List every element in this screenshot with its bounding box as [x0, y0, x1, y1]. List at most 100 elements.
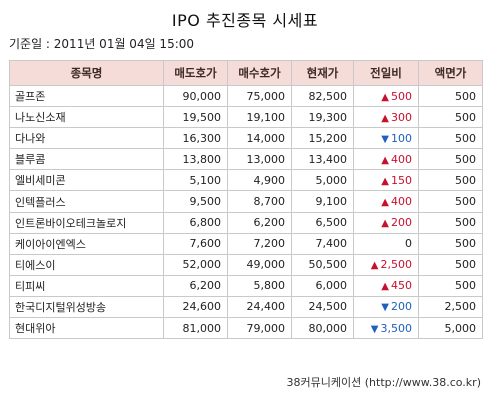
cell-bid-price: 75,000	[227, 84, 292, 108]
cell-current-price: 15,200	[291, 127, 354, 150]
down-triangle-icon: ▼	[370, 323, 379, 335]
page-title: IPO 추진종목 시세표	[171, 11, 319, 30]
change-value: 450	[391, 279, 412, 293]
cell-par-value: 5,000	[418, 317, 483, 340]
cell-par-value: 500	[418, 274, 483, 297]
cell-ask-price: 6,800	[163, 211, 228, 234]
up-triangle-icon: ▲	[381, 154, 389, 166]
cell-current-price: 5,000	[291, 169, 354, 192]
cell-ask-price: 90,000	[163, 84, 228, 108]
cell-stock-name: 티피씨	[9, 274, 164, 297]
cell-bid-price: 24,400	[227, 295, 292, 319]
cell-par-value: 500	[418, 106, 483, 129]
ipo-quote-table: 종목명 매도호가 매수호가 현재가 전일비 액면가 골프존 90,000 75,00…	[9, 60, 483, 340]
cell-change: ▲ 150	[353, 169, 419, 192]
table-row: 엘비세미콘 5,100 4,900 5,000 ▲ 150 500	[9, 169, 483, 192]
change-value: 400	[391, 195, 412, 209]
cell-par-value: 500	[418, 190, 483, 213]
up-triangle-icon: ▲	[381, 218, 389, 230]
cell-bid-price: 8,700	[227, 190, 292, 213]
up-triangle-icon: ▲	[381, 197, 389, 209]
table-row: 티에스이 52,000 49,000 50,500 ▲ 2,500 500	[9, 253, 483, 276]
cell-stock-name: 한국디지털위성방송	[9, 295, 164, 319]
up-triangle-icon: ▲	[370, 260, 379, 272]
table-row: 다나와 16,300 14,000 15,200 ▼ 100 500	[9, 127, 483, 150]
cell-ask-price: 81,000	[163, 317, 228, 340]
quote-table-container: 종목명 매도호가 매수호가 현재가 전일비 액면가 골프존 90,000 75,00…	[9, 60, 483, 340]
cell-current-price: 13,400	[291, 148, 354, 171]
change-value: 200	[391, 216, 412, 230]
cell-stock-name: 엘비세미콘	[9, 169, 164, 192]
header-current-price: 현재가	[291, 60, 354, 86]
cell-change: ▲ 300	[353, 106, 419, 129]
cell-bid-price: 49,000	[227, 253, 292, 276]
cell-par-value: 2,500	[418, 295, 483, 319]
source-credit: 38커뮤니케이션 (http://www.38.co.kr)	[286, 376, 481, 389]
cell-stock-name: 골프존	[9, 84, 164, 108]
header-ask-price: 매도호가	[163, 60, 228, 86]
change-value: 150	[391, 173, 412, 187]
change-value: 3,500	[380, 321, 413, 335]
cell-par-value: 500	[418, 232, 483, 255]
table-row: 케이아이엔엑스 7,600 7,200 7,400 0 500	[9, 232, 483, 255]
cell-change: ▼ 3,500	[353, 317, 419, 340]
cell-bid-price: 19,100	[227, 106, 292, 129]
cell-stock-name: 현대위아	[9, 317, 164, 340]
cell-ask-price: 24,600	[163, 295, 228, 319]
cell-bid-price: 13,000	[227, 148, 292, 171]
change-value: 2,500	[380, 258, 413, 272]
cell-par-value: 500	[418, 84, 483, 108]
cell-ask-price: 6,200	[163, 274, 228, 297]
up-triangle-icon: ▲	[381, 175, 389, 187]
header-stock-name: 종목명	[9, 60, 164, 86]
cell-ask-price: 7,600	[163, 232, 228, 255]
header-bid-price: 매수호가	[227, 60, 292, 86]
cell-bid-price: 14,000	[227, 127, 292, 150]
table-row: 블루콤 13,800 13,000 13,400 ▲ 400 500	[9, 148, 483, 171]
header-change: 전일비	[353, 60, 419, 86]
cell-bid-price: 7,200	[227, 232, 292, 255]
cell-change: ▼ 200	[353, 295, 419, 319]
cell-change: ▲ 450	[353, 274, 419, 297]
up-triangle-icon: ▲	[381, 112, 389, 124]
table-row: 나노신소재 19,500 19,100 19,300 ▲ 300 500	[9, 106, 483, 129]
cell-par-value: 500	[418, 148, 483, 171]
table-header-row: 종목명 매도호가 매수호가 현재가 전일비 액면가	[9, 60, 483, 86]
cell-bid-price: 79,000	[227, 317, 292, 340]
cell-ask-price: 52,000	[163, 253, 228, 276]
cell-change: ▲ 200	[353, 211, 419, 234]
header-par-value: 액면가	[418, 60, 483, 86]
table-row: 티피씨 6,200 5,800 6,000 ▲ 450 500	[9, 274, 483, 297]
cell-stock-name: 케이아이엔엑스	[9, 232, 164, 255]
cell-current-price: 7,400	[291, 232, 354, 255]
cell-change: ▼ 100	[353, 127, 419, 150]
change-value: 100	[391, 131, 412, 145]
table-row: 인트론바이오테크놀로지 6,800 6,200 6,500 ▲ 200 500	[9, 211, 483, 234]
cell-change: ▲ 400	[353, 148, 419, 171]
cell-current-price: 50,500	[291, 253, 354, 276]
reference-date: 기준일 : 2011년 01월 04일 15:00	[9, 37, 195, 51]
change-value: 500	[391, 89, 412, 103]
change-value: 0	[405, 237, 412, 251]
cell-current-price: 24,500	[291, 295, 354, 319]
cell-current-price: 82,500	[291, 84, 354, 108]
cell-stock-name: 나노신소재	[9, 106, 164, 129]
cell-ask-price: 19,500	[163, 106, 228, 129]
cell-stock-name: 티에스이	[9, 253, 164, 276]
down-triangle-icon: ▼	[381, 133, 389, 145]
cell-par-value: 500	[418, 127, 483, 150]
up-triangle-icon: ▲	[381, 281, 389, 293]
table-row: 골프존 90,000 75,000 82,500 ▲ 500 500	[9, 84, 483, 108]
cell-bid-price: 6,200	[227, 211, 292, 234]
table-row: 현대위아 81,000 79,000 80,000 ▼ 3,500 5,000	[9, 317, 483, 340]
change-value: 300	[391, 110, 412, 124]
cell-ask-price: 13,800	[163, 148, 228, 171]
up-triangle-icon: ▲	[381, 91, 389, 103]
cell-stock-name: 인트론바이오테크놀로지	[9, 211, 164, 234]
cell-current-price: 6,000	[291, 274, 354, 297]
cell-current-price: 80,000	[291, 317, 354, 340]
cell-bid-price: 4,900	[227, 169, 292, 192]
change-value: 200	[391, 300, 412, 314]
cell-change: ▲ 400	[353, 190, 419, 213]
cell-ask-price: 16,300	[163, 127, 228, 150]
